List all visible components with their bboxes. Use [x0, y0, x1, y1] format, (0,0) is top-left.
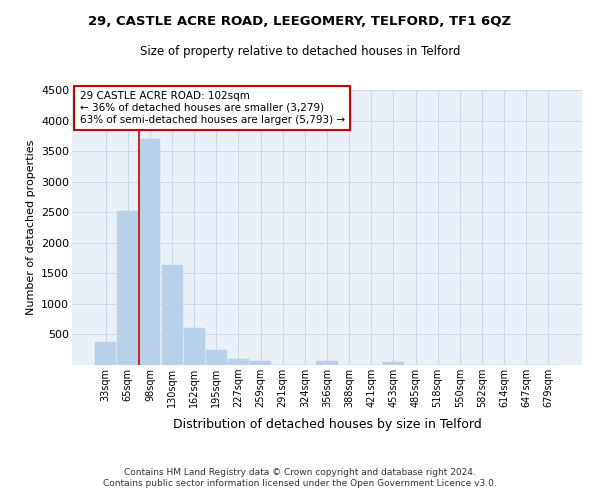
Y-axis label: Number of detached properties: Number of detached properties: [26, 140, 35, 315]
Bar: [206, 350, 227, 365]
Bar: [383, 362, 404, 365]
Text: 29 CASTLE ACRE ROAD: 102sqm
← 36% of detached houses are smaller (3,279)
63% of : 29 CASTLE ACRE ROAD: 102sqm ← 36% of det…: [80, 92, 345, 124]
Bar: [139, 139, 160, 365]
Bar: [161, 266, 182, 365]
Bar: [184, 328, 205, 365]
Bar: [118, 211, 139, 365]
Bar: [250, 362, 271, 365]
Bar: [316, 362, 338, 365]
Bar: [95, 342, 116, 365]
Text: Size of property relative to detached houses in Telford: Size of property relative to detached ho…: [140, 45, 460, 58]
Text: 29, CASTLE ACRE ROAD, LEEGOMERY, TELFORD, TF1 6QZ: 29, CASTLE ACRE ROAD, LEEGOMERY, TELFORD…: [88, 15, 512, 28]
Text: Contains HM Land Registry data © Crown copyright and database right 2024.
Contai: Contains HM Land Registry data © Crown c…: [103, 468, 497, 487]
X-axis label: Distribution of detached houses by size in Telford: Distribution of detached houses by size …: [173, 418, 481, 432]
Bar: [228, 359, 249, 365]
